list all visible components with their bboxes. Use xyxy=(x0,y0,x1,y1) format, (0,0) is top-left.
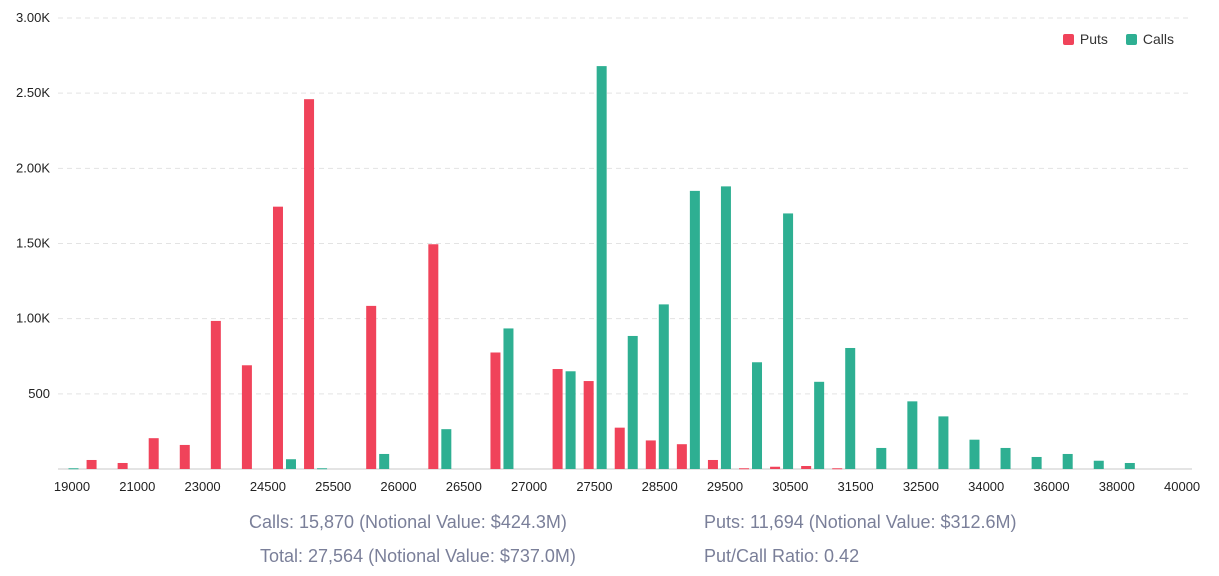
bar-puts xyxy=(304,99,315,470)
bar-calls xyxy=(441,429,452,469)
bar-calls xyxy=(689,190,700,469)
bar-calls xyxy=(876,447,887,469)
bar-puts xyxy=(832,468,843,470)
bar-calls xyxy=(938,416,949,469)
x-tick-label: 23000 xyxy=(185,479,221,494)
x-tick-label: 27000 xyxy=(511,479,547,494)
x-tick-label: 28500 xyxy=(642,479,678,494)
bar-calls xyxy=(845,347,856,469)
bar-calls xyxy=(720,186,731,469)
bar-calls xyxy=(1062,453,1073,469)
bar-calls xyxy=(907,401,918,469)
x-tick-label: 24500 xyxy=(250,479,286,494)
bar-calls xyxy=(503,328,514,469)
legend-item-puts[interactable]: Puts xyxy=(1062,31,1108,47)
x-tick-label: 40000 xyxy=(1164,479,1200,494)
bar-puts xyxy=(86,459,97,469)
bar-puts xyxy=(739,468,750,470)
bar-puts xyxy=(179,444,190,469)
bar-calls xyxy=(658,304,669,469)
bar-puts xyxy=(770,466,781,469)
summary-total: Total: 27,564 (Notional Value: $737.0M) xyxy=(260,546,576,566)
bar-puts xyxy=(117,462,128,469)
bar-calls xyxy=(68,468,79,470)
legend-label-calls: Calls xyxy=(1142,31,1174,47)
y-tick-label: 1.00K xyxy=(16,311,50,326)
bar-calls xyxy=(814,381,825,469)
bar-puts xyxy=(645,440,656,469)
bar-puts xyxy=(676,444,687,469)
bar-puts xyxy=(614,427,625,469)
y-tick-label: 500 xyxy=(28,386,50,401)
bar-puts xyxy=(552,369,563,469)
bar-puts xyxy=(148,438,159,469)
bar-calls xyxy=(1124,462,1135,469)
bar-puts xyxy=(428,244,439,469)
bar-calls xyxy=(627,335,638,469)
x-tick-label: 36000 xyxy=(1033,479,1069,494)
bar-puts xyxy=(801,465,812,469)
bar-puts xyxy=(241,365,252,469)
x-tick-label: 29500 xyxy=(707,479,743,494)
x-tick-label: 30500 xyxy=(772,479,808,494)
bar-calls xyxy=(379,453,390,469)
bar-calls xyxy=(969,439,980,469)
bar-calls xyxy=(1093,460,1104,469)
bar-puts xyxy=(490,352,501,469)
legend-swatch-puts xyxy=(1062,33,1074,45)
legend-item-calls[interactable]: Calls xyxy=(1125,31,1174,47)
x-tick-label: 34000 xyxy=(968,479,1004,494)
bar-calls xyxy=(752,362,763,469)
summary-puts: Puts: 11,694 (Notional Value: $312.6M) xyxy=(704,512,1017,532)
summary-calls: Calls: 15,870 (Notional Value: $424.3M) xyxy=(249,512,567,532)
chart-legend: Puts Calls xyxy=(1062,31,1174,47)
x-tick-label: 26000 xyxy=(380,479,416,494)
x-tick-label: 32500 xyxy=(903,479,939,494)
bar-calls xyxy=(783,213,794,469)
y-tick-label: 1.50K xyxy=(16,236,50,251)
x-tick-label: 19000 xyxy=(54,479,90,494)
bar-calls xyxy=(565,371,576,469)
bar-calls xyxy=(596,66,607,470)
x-tick-label: 21000 xyxy=(119,479,155,494)
summary-ratio: Put/Call Ratio: 0.42 xyxy=(704,546,860,566)
legend-swatch-calls xyxy=(1125,33,1137,45)
bar-calls xyxy=(285,459,296,469)
bar-puts xyxy=(366,305,377,469)
x-tick-label: 38000 xyxy=(1099,479,1135,494)
bar-calls xyxy=(1000,447,1011,469)
bar-puts xyxy=(210,320,221,469)
y-tick-label: 2.50K xyxy=(16,85,50,100)
y-tick-label: 2.00K xyxy=(16,160,50,175)
legend-label-puts: Puts xyxy=(1079,31,1108,47)
bar-calls xyxy=(317,468,328,470)
bar-calls xyxy=(1031,456,1042,469)
x-tick-label: 26500 xyxy=(446,479,482,494)
x-tick-label: 31500 xyxy=(838,479,874,494)
bar-puts xyxy=(583,381,594,469)
x-tick-label: 27500 xyxy=(576,479,612,494)
bar-puts xyxy=(272,206,283,469)
x-tick-label: 25500 xyxy=(315,479,351,494)
bar-puts xyxy=(707,459,718,469)
y-tick-label: 3.00K xyxy=(16,10,50,25)
